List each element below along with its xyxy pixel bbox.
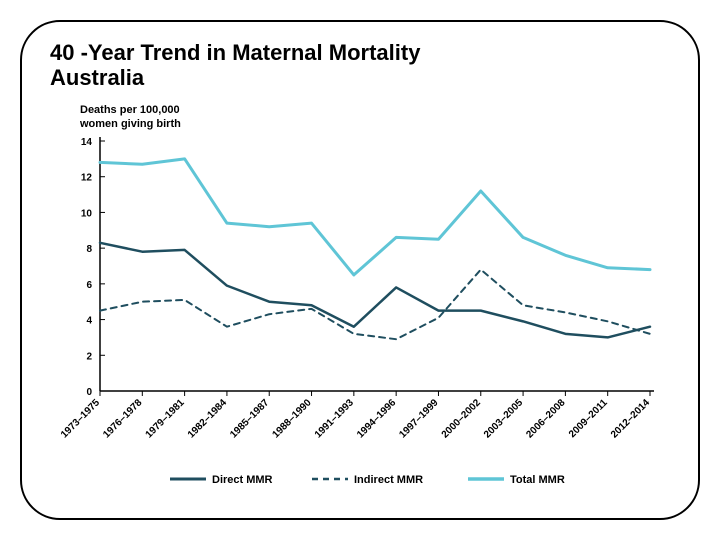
slide-frame: 40 -Year Trend in Maternal Mortality Aus… xyxy=(20,20,700,520)
title-line-1: 40 -Year Trend in Maternal Mortality xyxy=(50,40,670,65)
x-tick-label: 2003–2005 xyxy=(482,397,525,440)
x-tick-label: 1982–1984 xyxy=(186,397,229,440)
chart-svg: Deaths per 100,000 women giving birth 0 2 4 6… xyxy=(50,101,660,501)
y-tick-label: 0 xyxy=(86,387,92,398)
x-tick-label: 2006–2008 xyxy=(524,397,567,440)
title-line-2: Australia xyxy=(50,65,670,90)
x-tick-label: 1973–1975 xyxy=(59,397,102,440)
x-tick-label: 1979–1981 xyxy=(144,397,187,440)
x-tick-label: 1988–1990 xyxy=(270,397,313,440)
slide-title: 40 -Year Trend in Maternal Mortality Aus… xyxy=(50,40,670,91)
x-tick-label: 1985–1987 xyxy=(228,397,271,440)
series-line xyxy=(100,158,650,274)
mortality-chart: Deaths per 100,000 women giving birth 0 2 4 6… xyxy=(50,101,660,501)
y-tick-label: 12 xyxy=(81,172,93,183)
series-line xyxy=(100,269,650,339)
x-tick-label: 2009–2011 xyxy=(567,397,610,440)
y-tick-label: 6 xyxy=(86,279,92,290)
x-tick-label: 1991–1993 xyxy=(313,397,356,440)
x-tick-label: 2012–2014 xyxy=(609,397,652,440)
y-axis-label-2: women giving birth xyxy=(79,118,181,130)
y-tick-label: 14 xyxy=(81,137,93,148)
x-tick-label: 2000–2002 xyxy=(440,397,483,440)
legend-label: Indirect MMR xyxy=(354,474,423,486)
y-tick-label: 4 xyxy=(86,315,92,326)
y-tick-label: 10 xyxy=(81,208,93,219)
y-tick-label: 8 xyxy=(86,244,92,255)
x-tick-label: 1976–1978 xyxy=(101,397,144,440)
y-axis-label-1: Deaths per 100,000 xyxy=(80,104,180,116)
legend-label: Direct MMR xyxy=(212,474,273,486)
x-tick-label: 1997–1999 xyxy=(397,397,440,440)
y-tick-label: 2 xyxy=(86,351,92,362)
x-tick-label: 1994–1996 xyxy=(355,397,398,440)
legend-label: Total MMR xyxy=(510,474,565,486)
